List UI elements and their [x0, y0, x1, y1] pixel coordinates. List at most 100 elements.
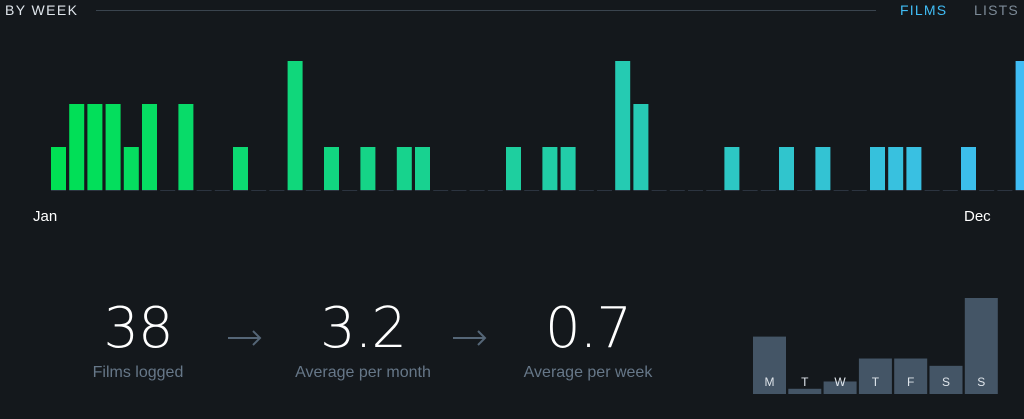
week-baseline-tick: [560, 190, 576, 191]
week-baseline-tick: [469, 190, 485, 191]
stat-value: 38: [103, 296, 173, 361]
stat-label: Films logged: [92, 364, 184, 381]
week-baseline-tick: [142, 190, 157, 191]
week-bar[interactable]: [779, 147, 794, 190]
stat-label: Average per month: [295, 364, 431, 381]
week-bar[interactable]: [396, 147, 412, 190]
week-baseline-tick: [615, 190, 631, 191]
week-baseline-tick: [415, 190, 430, 191]
week-baseline-tick: [251, 190, 267, 191]
week-bar[interactable]: [415, 147, 430, 190]
week-baseline-tick: [433, 190, 449, 191]
header-divider: [96, 10, 876, 11]
week-bar[interactable]: [360, 147, 376, 190]
week-bar[interactable]: [615, 61, 631, 190]
week-bar[interactable]: [105, 104, 121, 190]
week-baseline-tick: [669, 190, 685, 191]
week-baseline-tick: [797, 190, 813, 191]
week-bar[interactable]: [123, 147, 139, 190]
section-header: BY WEEK FILMS LISTS: [0, 0, 1024, 22]
week-baseline-tick: [378, 190, 394, 191]
week-bar[interactable]: [51, 147, 66, 190]
arrow-right-icon: [228, 330, 262, 346]
x-axis-end-label: Dec: [964, 208, 991, 225]
week-bar[interactable]: [815, 147, 831, 190]
stat-films-logged: 38 Films logged: [33, 298, 243, 382]
week-bar[interactable]: [142, 104, 157, 190]
week-baseline-tick: [724, 190, 740, 191]
weekday-label: T: [801, 375, 809, 389]
week-bar[interactable]: [506, 147, 521, 190]
week-baseline-tick: [979, 190, 995, 191]
week-baseline-tick: [214, 190, 230, 191]
weekday-label: M: [765, 375, 775, 389]
weekday-bar[interactable]: [929, 365, 963, 394]
tab-films[interactable]: FILMS: [900, 2, 948, 18]
week-baseline-tick: [269, 190, 285, 191]
week-baseline-tick: [196, 190, 212, 191]
week-bar[interactable]: [87, 104, 103, 190]
week-bar[interactable]: [870, 147, 885, 190]
week-baseline-tick: [69, 190, 85, 191]
week-baseline-tick: [924, 190, 940, 191]
week-baseline-tick: [833, 190, 849, 191]
week-bar[interactable]: [69, 104, 85, 190]
week-baseline-tick: [815, 190, 831, 191]
week-baseline-tick: [706, 190, 722, 191]
weekday-label: S: [942, 375, 950, 389]
week-baseline-tick: [870, 190, 885, 191]
week-bar[interactable]: [961, 147, 976, 190]
week-baseline-tick: [742, 190, 758, 191]
week-baseline-tick: [633, 190, 649, 191]
week-baseline-tick: [487, 190, 503, 191]
week-baseline-tick: [51, 190, 66, 191]
week-baseline-tick: [888, 190, 904, 191]
weekday-label: S: [977, 375, 985, 389]
week-baseline-tick: [287, 190, 303, 191]
week-baseline-tick: [305, 190, 321, 191]
week-baseline-tick: [906, 190, 922, 191]
weekday-bar[interactable]: [964, 298, 998, 394]
section-title: BY WEEK: [5, 2, 79, 18]
week-bar[interactable]: [178, 104, 194, 190]
week-bar[interactable]: [233, 147, 248, 190]
week-bar[interactable]: [287, 61, 303, 190]
week-bar[interactable]: [906, 147, 922, 190]
week-baseline-tick: [851, 190, 867, 191]
week-baseline-tick: [578, 190, 594, 191]
week-bar[interactable]: [1015, 61, 1024, 190]
stat-value: 3.2: [319, 296, 407, 361]
week-baseline-tick: [396, 190, 412, 191]
weekday-label: T: [872, 375, 880, 389]
tab-lists[interactable]: LISTS: [974, 2, 1019, 18]
week-baseline-tick: [123, 190, 139, 191]
week-bar[interactable]: [633, 104, 649, 190]
weekday-bar[interactable]: [858, 358, 892, 394]
week-bar[interactable]: [542, 147, 558, 190]
week-bar[interactable]: [324, 147, 339, 190]
weekday-bar[interactable]: [894, 358, 928, 394]
week-baseline-tick: [451, 190, 467, 191]
x-axis-start-label: Jan: [33, 208, 58, 225]
week-baseline-tick: [942, 190, 958, 191]
arrow-right-icon: [453, 330, 487, 346]
week-bar[interactable]: [724, 147, 740, 190]
week-baseline-tick: [160, 190, 176, 191]
week-bar[interactable]: [888, 147, 904, 190]
week-baseline-tick: [342, 190, 358, 191]
week-baseline-tick: [997, 190, 1013, 191]
week-baseline-tick: [105, 190, 121, 191]
week-bar[interactable]: [560, 147, 576, 190]
weekday-label: W: [834, 375, 846, 389]
weekday-bar[interactable]: [823, 381, 857, 394]
week-baseline-tick: [961, 190, 976, 191]
week-baseline-tick: [542, 190, 558, 191]
week-baseline-tick: [597, 190, 612, 191]
week-baseline-tick: [688, 190, 703, 191]
weekday-bar[interactable]: [753, 336, 786, 394]
week-baseline-tick: [760, 190, 776, 191]
week-baseline-tick: [233, 190, 248, 191]
week-baseline-tick: [360, 190, 376, 191]
weekday-bar[interactable]: [788, 388, 822, 394]
